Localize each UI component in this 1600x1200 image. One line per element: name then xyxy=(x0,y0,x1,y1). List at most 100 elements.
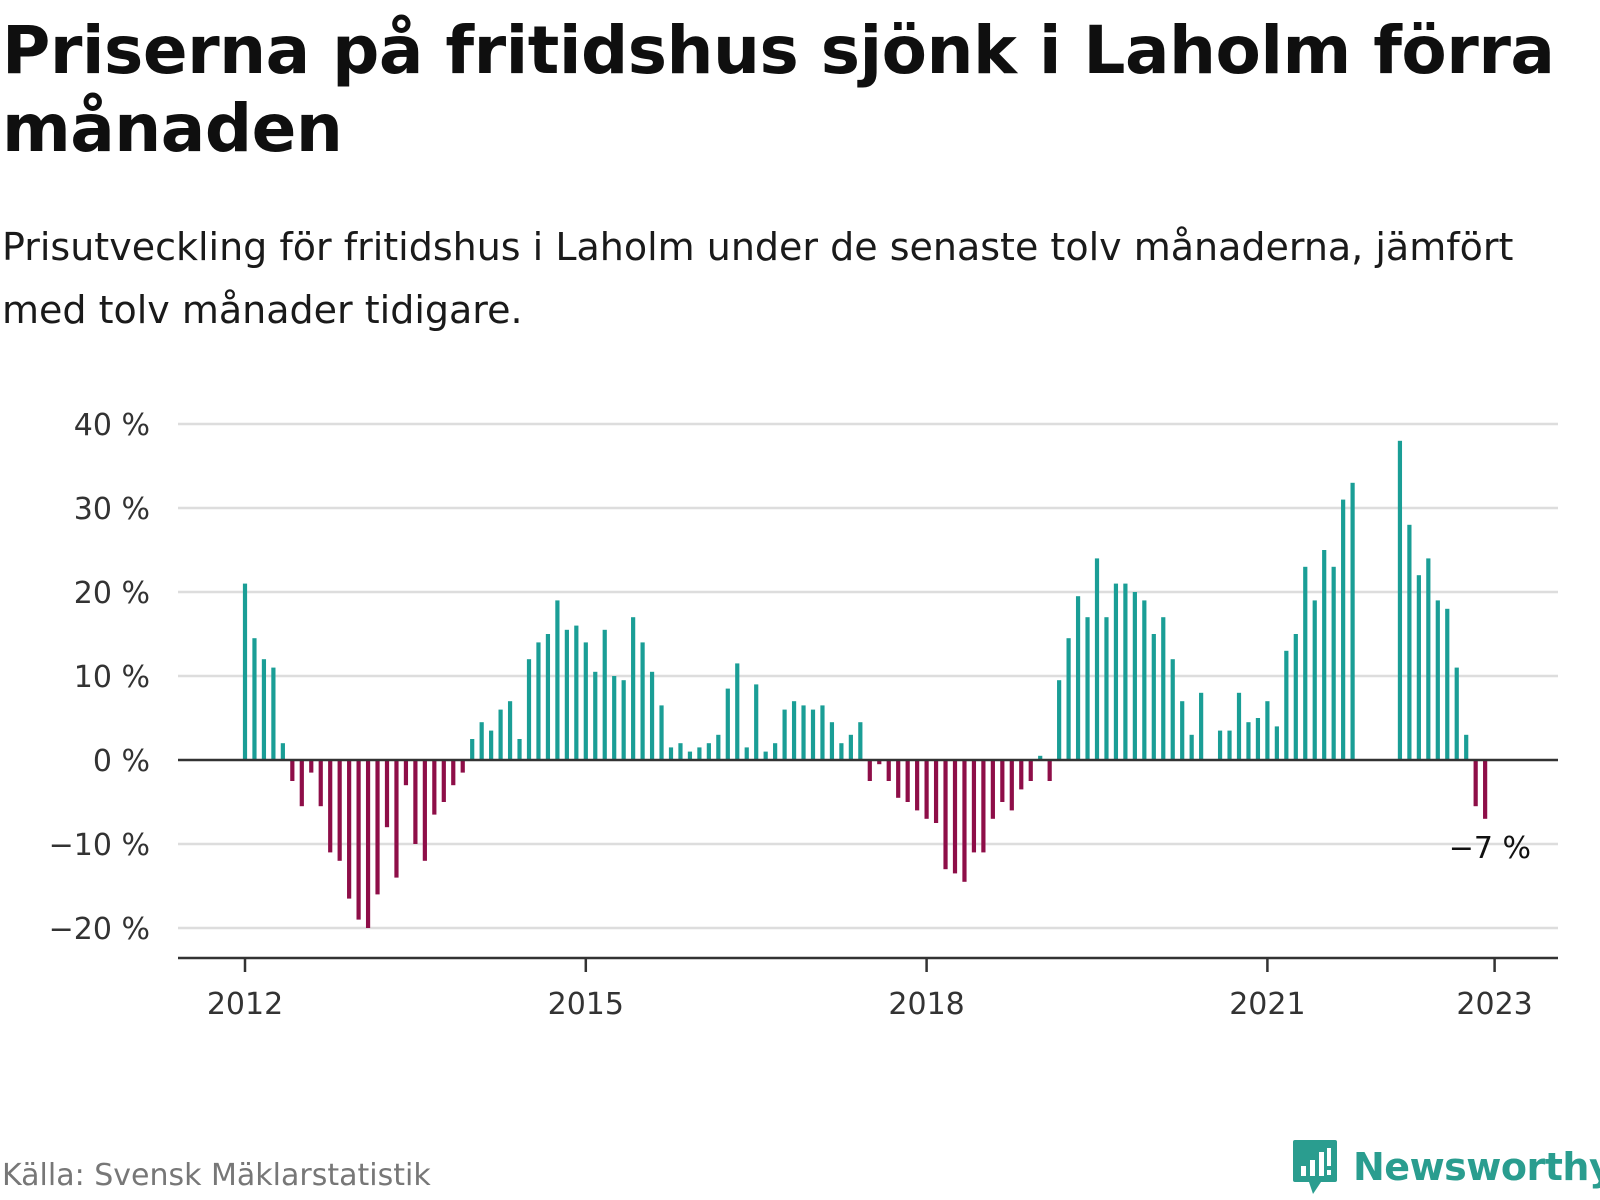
bar xyxy=(839,743,844,760)
bar xyxy=(356,760,361,920)
bar xyxy=(1350,482,1355,760)
bar xyxy=(1085,617,1090,760)
chart-title: Priserna på fritidshus sjönk i Laholm fö… xyxy=(2,12,1555,167)
bar xyxy=(526,659,532,760)
bar xyxy=(309,760,314,773)
source-note: Källa: Svensk Mäklarstatistik xyxy=(2,1158,431,1193)
bar xyxy=(536,642,541,760)
y-tick-label: 30 % xyxy=(74,492,150,527)
bar xyxy=(621,680,626,760)
bar xyxy=(754,684,759,760)
bar xyxy=(1000,760,1005,802)
bar xyxy=(422,760,427,861)
bar xyxy=(498,709,503,760)
bar xyxy=(1265,701,1270,760)
bar xyxy=(261,659,267,760)
bar xyxy=(441,760,446,802)
bar xyxy=(1426,558,1431,760)
bar xyxy=(1322,550,1327,760)
bar xyxy=(1180,701,1185,760)
x-tick-label: 2015 xyxy=(548,987,624,1020)
bar xyxy=(460,760,465,773)
y-tick-label: −20 % xyxy=(49,912,150,947)
bar xyxy=(1464,734,1469,760)
bar xyxy=(990,760,995,819)
bar xyxy=(801,705,806,760)
bar xyxy=(1094,558,1100,760)
bar xyxy=(1331,566,1336,760)
newsworthy-logo: Newsworthy xyxy=(1291,1138,1600,1196)
y-tick-label: 40 % xyxy=(74,408,150,443)
bar xyxy=(1284,650,1289,760)
bar xyxy=(337,760,342,861)
bar xyxy=(328,760,333,853)
bar-chart: 40 %30 %20 %10 %0 %−10 %−20 % 2012 2015 20… xyxy=(49,408,1558,1020)
bar xyxy=(829,722,835,760)
bar xyxy=(867,760,872,781)
bar xyxy=(773,743,778,760)
bar xyxy=(1189,734,1194,760)
bar xyxy=(706,743,711,760)
bar xyxy=(1217,730,1223,760)
bar xyxy=(394,760,399,878)
bar xyxy=(1397,440,1403,760)
bar xyxy=(1066,638,1071,760)
bar xyxy=(1246,722,1251,760)
bar xyxy=(1483,760,1488,819)
bar xyxy=(744,747,749,760)
bar xyxy=(593,671,598,760)
bar xyxy=(507,701,513,760)
x-tick-label: 2023 xyxy=(1456,987,1532,1020)
axes xyxy=(178,758,1558,960)
bar xyxy=(1416,575,1421,760)
bar xyxy=(1142,600,1147,760)
x-tick-label: 2012 xyxy=(207,987,283,1020)
bar xyxy=(252,638,257,760)
bar xyxy=(413,760,418,844)
bar xyxy=(479,722,484,760)
bar xyxy=(1473,760,1478,807)
bar xyxy=(858,722,863,760)
bar xyxy=(318,760,323,807)
bar xyxy=(678,743,683,760)
bar xyxy=(725,688,730,760)
bar xyxy=(1170,659,1175,760)
bar xyxy=(1132,592,1137,760)
bar xyxy=(451,760,456,786)
bar xyxy=(1303,566,1308,760)
bar xyxy=(517,739,522,760)
bar xyxy=(271,667,276,760)
bar xyxy=(555,600,560,760)
bar xyxy=(905,760,910,802)
bar xyxy=(877,760,882,765)
bar xyxy=(735,663,740,760)
bar xyxy=(924,760,929,819)
bar xyxy=(1454,667,1459,760)
bar xyxy=(697,747,702,760)
bar xyxy=(1341,499,1346,760)
bar xyxy=(470,739,475,760)
bar xyxy=(1407,524,1412,760)
bar xyxy=(1236,692,1242,760)
bar xyxy=(1274,726,1279,760)
bar xyxy=(668,747,674,760)
bar xyxy=(1075,596,1081,760)
bar xyxy=(403,760,409,786)
bar xyxy=(933,760,939,823)
bar xyxy=(375,760,380,895)
bar xyxy=(943,760,948,870)
bar xyxy=(384,760,390,828)
chart-bubble-icon xyxy=(1293,1140,1337,1194)
bar xyxy=(763,751,768,760)
bar xyxy=(659,705,664,760)
bar xyxy=(299,760,304,807)
y-tick-label: −10 % xyxy=(49,828,150,863)
bar xyxy=(848,734,853,760)
chart-subtitle: Prisutveckling för fritidshus i Laholm u… xyxy=(2,225,1514,332)
bar xyxy=(810,709,816,760)
bar xyxy=(574,625,579,760)
bar xyxy=(1151,634,1156,760)
bar xyxy=(915,760,920,811)
y-tick-label: 0 % xyxy=(93,744,150,779)
bar xyxy=(782,709,787,760)
